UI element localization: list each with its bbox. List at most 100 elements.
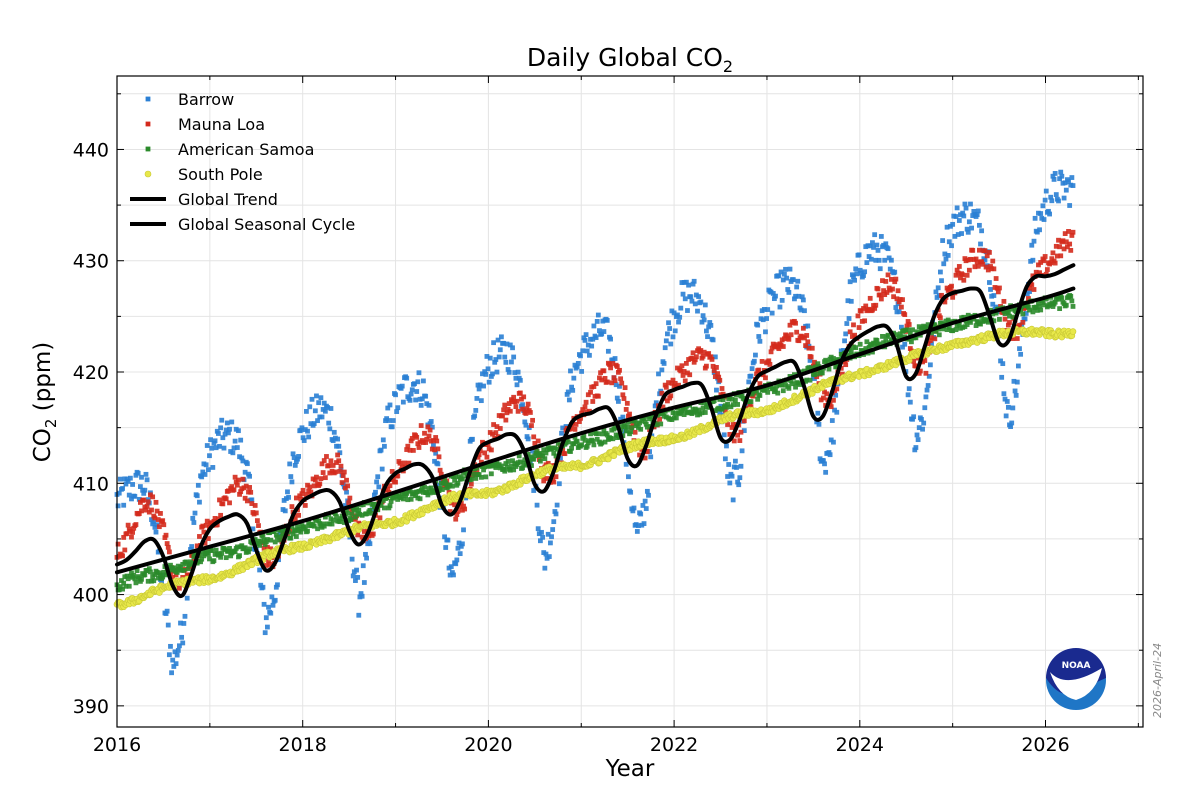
data-point bbox=[247, 485, 252, 490]
data-point bbox=[490, 431, 495, 437]
data-point bbox=[852, 277, 858, 283]
data-point bbox=[551, 450, 557, 456]
data-point bbox=[540, 534, 546, 540]
data-point bbox=[646, 492, 651, 498]
data-point bbox=[1029, 242, 1035, 248]
data-point bbox=[945, 252, 951, 258]
data-point bbox=[1004, 399, 1010, 404]
data-point bbox=[954, 205, 960, 211]
data-point bbox=[984, 253, 990, 259]
data-point bbox=[899, 324, 904, 330]
data-point bbox=[642, 498, 648, 504]
data-point bbox=[601, 427, 607, 433]
data-point bbox=[585, 392, 591, 398]
data-point bbox=[708, 354, 714, 360]
data-point bbox=[716, 374, 722, 380]
data-point bbox=[1038, 211, 1044, 216]
data-point bbox=[893, 276, 899, 282]
data-point bbox=[1062, 231, 1068, 236]
data-point bbox=[683, 361, 689, 366]
data-point bbox=[354, 567, 359, 573]
data-point bbox=[874, 338, 880, 343]
data-point bbox=[506, 401, 512, 406]
data-point bbox=[1068, 293, 1074, 299]
data-point bbox=[292, 517, 298, 523]
data-point bbox=[630, 508, 636, 514]
data-point bbox=[831, 397, 836, 403]
data-point bbox=[1011, 378, 1017, 384]
data-point bbox=[1013, 392, 1019, 398]
data-point bbox=[405, 443, 411, 449]
data-point bbox=[452, 502, 458, 508]
data-point bbox=[1034, 308, 1040, 313]
data-point bbox=[734, 465, 739, 470]
data-point bbox=[786, 385, 792, 391]
data-point bbox=[215, 516, 221, 522]
data-point bbox=[1061, 246, 1067, 252]
data-point bbox=[279, 533, 285, 539]
data-point bbox=[672, 411, 678, 416]
x-tick-label: 2024 bbox=[836, 734, 884, 756]
data-point bbox=[270, 602, 276, 608]
data-point bbox=[966, 267, 972, 273]
data-point bbox=[1001, 298, 1007, 304]
data-point bbox=[319, 414, 325, 420]
data-point bbox=[223, 496, 229, 502]
legend-item: Global Seasonal Cycle bbox=[130, 215, 355, 234]
data-point bbox=[387, 503, 393, 509]
data-point bbox=[922, 405, 928, 411]
data-point bbox=[190, 560, 196, 566]
data-point bbox=[983, 264, 989, 270]
data-point bbox=[724, 443, 729, 449]
data-point bbox=[314, 393, 319, 399]
data-point bbox=[537, 538, 543, 544]
data-point bbox=[349, 556, 355, 562]
data-point bbox=[991, 266, 997, 272]
data-point bbox=[615, 399, 621, 404]
data-point bbox=[907, 346, 913, 351]
data-point bbox=[809, 345, 815, 351]
data-point bbox=[648, 454, 654, 460]
data-point bbox=[1053, 243, 1059, 249]
data-point bbox=[748, 399, 754, 405]
data-point bbox=[685, 308, 690, 313]
data-point bbox=[796, 293, 802, 299]
data-point bbox=[571, 375, 577, 381]
date-stamp: 2026-April-24 bbox=[1151, 643, 1164, 718]
data-point bbox=[870, 349, 875, 355]
data-point bbox=[370, 531, 376, 537]
data-point bbox=[708, 323, 714, 328]
data-point bbox=[748, 404, 754, 410]
data-point bbox=[414, 389, 420, 394]
data-point bbox=[774, 383, 780, 389]
data-point bbox=[316, 518, 322, 524]
data-point bbox=[550, 527, 556, 532]
data-point bbox=[473, 408, 479, 413]
data-point bbox=[203, 522, 209, 528]
data-point bbox=[722, 407, 728, 413]
data-point bbox=[478, 459, 484, 465]
data-point bbox=[692, 357, 698, 363]
data-point bbox=[374, 479, 380, 485]
data-point bbox=[682, 378, 688, 384]
data-point bbox=[924, 387, 930, 393]
data-point bbox=[171, 565, 177, 571]
data-point bbox=[895, 288, 901, 294]
data-point bbox=[964, 322, 970, 328]
data-point bbox=[311, 421, 317, 426]
data-point bbox=[497, 426, 503, 431]
data-point bbox=[1066, 179, 1071, 185]
data-point bbox=[220, 435, 226, 441]
data-point bbox=[250, 526, 256, 532]
data-point bbox=[583, 332, 589, 338]
data-point bbox=[160, 518, 166, 524]
data-point bbox=[998, 358, 1003, 364]
data-point bbox=[549, 534, 554, 540]
data-point bbox=[1065, 244, 1070, 250]
data-point bbox=[741, 428, 747, 434]
data-point bbox=[985, 319, 991, 325]
data-point bbox=[359, 534, 365, 540]
data-point bbox=[862, 318, 868, 324]
data-point bbox=[160, 574, 166, 580]
data-point bbox=[896, 309, 902, 315]
